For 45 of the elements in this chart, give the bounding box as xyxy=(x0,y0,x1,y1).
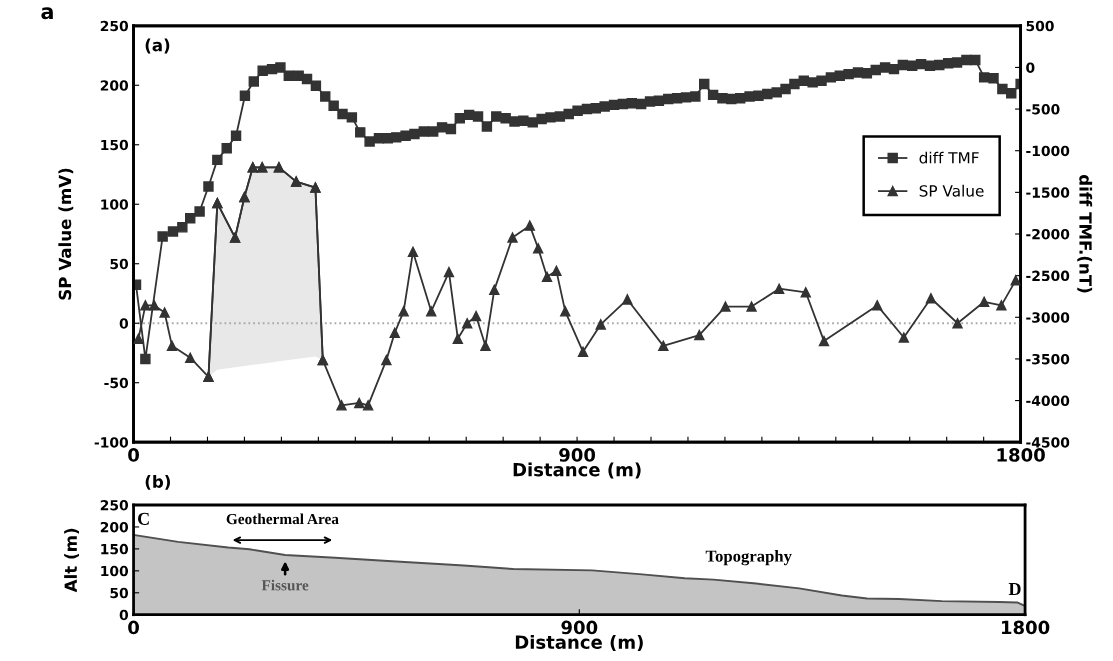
y2-tick-label: -2000 xyxy=(1026,228,1070,240)
annotation: C xyxy=(138,512,149,525)
y2-tick-label: -2500 xyxy=(1026,270,1070,282)
annotation: D xyxy=(1008,583,1021,595)
y-axis-title: SP Value (mV) xyxy=(58,168,74,300)
y-tick-label: 200 xyxy=(100,80,129,91)
y2-tick-label: -4500 xyxy=(1026,437,1070,448)
legend-label: diff TMF xyxy=(919,151,979,164)
text: (b) xyxy=(145,474,170,490)
y-tick-label: 150 xyxy=(101,139,129,151)
x-axis-title: Distance (m) xyxy=(513,462,641,479)
y-tick-label: 150 xyxy=(101,543,129,555)
y2-tick-label: -500 xyxy=(1026,104,1060,115)
y-axis-title: Alt (m) xyxy=(64,528,79,593)
y-tick-label: 250 xyxy=(100,499,129,511)
annotation: Topography xyxy=(705,550,792,566)
y2-tick-label: -4000 xyxy=(1026,395,1070,407)
y-tick-label: 250 xyxy=(100,20,129,32)
annotation: (a) xyxy=(145,38,170,54)
y2-tick-label: -3500 xyxy=(1026,353,1070,365)
y2-axis-title: diff TMF.(nT) xyxy=(1077,174,1093,293)
y2-tick-label: -3000 xyxy=(1026,312,1070,323)
y-tick-label: 50 xyxy=(110,587,129,599)
annotation: Geothermal Area xyxy=(226,513,339,525)
y-tick-label: 100 xyxy=(101,565,129,577)
y2-tick-label: -1000 xyxy=(1026,145,1070,157)
y-tick-label: 50 xyxy=(110,258,129,270)
y2-tick-label: -1500 xyxy=(1026,187,1070,198)
y-tick-label: 0 xyxy=(119,609,129,621)
legend-label: SP Value xyxy=(919,184,984,197)
annotation: Fissure xyxy=(261,579,309,591)
x-tick-label: 1800 xyxy=(1001,620,1050,635)
y-tick-label: 0 xyxy=(119,318,129,329)
x-tick-label: 0 xyxy=(128,448,139,462)
y-tick-label: -100 xyxy=(94,437,129,448)
y2-tick-label: 0 xyxy=(1026,62,1035,73)
y-tick-label: 200 xyxy=(100,521,129,533)
text: a xyxy=(41,7,53,20)
x-tick-label: 900 xyxy=(559,448,596,462)
x-tick-label: 1800 xyxy=(997,448,1045,462)
y-tick-label: 100 xyxy=(101,199,129,210)
y2-tick-label: 500 xyxy=(1026,20,1054,32)
x-tick-label: 900 xyxy=(561,620,598,635)
y-tick-label: -50 xyxy=(104,377,129,389)
x-axis-title: Distance (m) xyxy=(515,634,643,652)
